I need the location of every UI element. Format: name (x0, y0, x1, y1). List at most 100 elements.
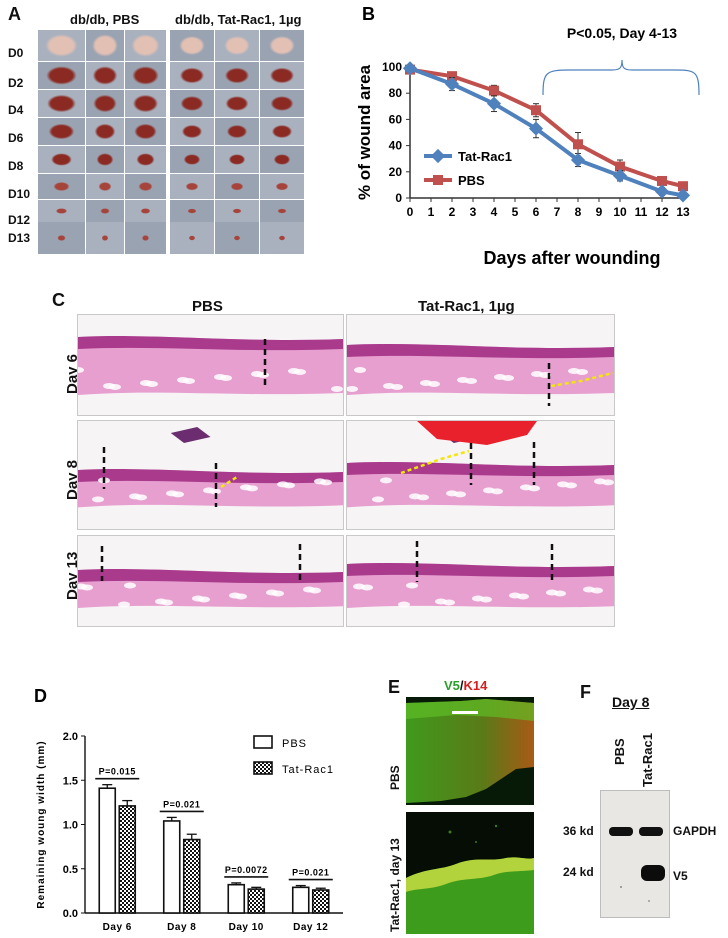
b-x-tick-label: 8 (575, 205, 582, 219)
d-y-tick-label: 0.5 (63, 864, 78, 876)
b-point-tat-rac1 (402, 61, 418, 76)
b-x-tick-label: 10 (613, 205, 627, 219)
blood-clot (417, 421, 537, 445)
fat-cell (353, 583, 365, 590)
panel-e-scale-bar (452, 711, 478, 714)
panel-letter-c: C (52, 290, 65, 310)
wound-photo (260, 222, 304, 254)
b-legend-label: Tat-Rac1 (458, 149, 512, 164)
wound-photo (86, 222, 124, 254)
wound-photo (215, 146, 259, 173)
panel-a-group-tat-rac1: db/db, Tat-Rac1, 1µg (175, 12, 302, 27)
panel-letter-a: A (8, 4, 21, 24)
wound-photo (125, 200, 166, 222)
d-x-tick-label: Day 6 (103, 922, 132, 933)
fat-cell (166, 490, 178, 497)
histology-section (77, 314, 344, 416)
b-x-tick-label: 12 (655, 205, 669, 219)
panel-f-band-gapdh: GAPDH (673, 824, 717, 838)
wound-photo (38, 174, 85, 199)
tissue-epidermis (347, 563, 614, 578)
wound-photo (170, 30, 214, 61)
b-y-tick-label: 40 (389, 139, 403, 153)
scab (170, 427, 211, 443)
fat-cell (398, 601, 410, 608)
fat-cell (214, 374, 226, 380)
tissue-epidermis (78, 569, 343, 584)
fat-cell (203, 487, 215, 494)
fat-cell (557, 481, 569, 488)
fat-cell (568, 368, 580, 374)
tissue-epidermis (78, 336, 343, 351)
b-legend-marker (433, 175, 443, 185)
panel-letter-f: F (580, 682, 591, 702)
fat-cell (483, 487, 495, 494)
panel-f-band-v5: V5 (673, 869, 688, 883)
histology-section (346, 314, 615, 416)
histology-section (77, 535, 344, 627)
fat-cell (420, 380, 432, 386)
b-legend-marker (430, 148, 446, 164)
tissue-epidermis (78, 469, 343, 484)
panel-f-title: Day 8 (612, 694, 650, 710)
panel-d-wound-width-chart: D 0.0 0.5 1.0 1.5 2.0 Remaining woung width (… (34, 686, 343, 933)
histology-section (346, 535, 615, 627)
wound-photo (86, 118, 124, 145)
wound-photo (215, 90, 259, 117)
panel-e-title-v5: V5 (444, 678, 460, 693)
fat-cell (140, 380, 152, 386)
wound-photo (38, 146, 85, 173)
wound-photo (125, 174, 166, 199)
fat-cell (331, 386, 343, 392)
b-x-tick-label: 7 (554, 205, 561, 219)
d-pvalue-label: P=0.0072 (225, 865, 268, 875)
b-significance-bracket (542, 59, 700, 96)
b-x-tick-label: 1 (428, 205, 435, 219)
fat-cell (129, 493, 141, 500)
wound-photo (86, 174, 124, 199)
b-x-axis-label: Days after wounding (483, 248, 660, 268)
b-y-axis-label: % of wound area (355, 64, 374, 200)
d-bar-tat-rac1 (247, 888, 266, 914)
b-y-tick-label: 60 (389, 112, 403, 126)
fat-cell (583, 586, 595, 593)
b-x-tick-label: 5 (512, 205, 519, 219)
b-y-tick-label: 0 (395, 191, 402, 205)
fat-cell (509, 592, 521, 599)
fat-cell (457, 377, 469, 383)
fat-cell (124, 582, 136, 589)
wound-photo (260, 90, 304, 117)
wound-photo (125, 62, 166, 89)
wound-photo (86, 90, 124, 117)
b-y-tick-label: 100 (382, 60, 402, 74)
fat-cell (266, 589, 278, 596)
fat-cell (303, 586, 315, 593)
fat-cell (446, 490, 458, 497)
band-gapdh-pbs (609, 827, 633, 836)
wound-photo (260, 174, 304, 199)
fat-cell (192, 595, 204, 602)
wound-photo (86, 146, 124, 173)
b-point-tat-rac1 (486, 96, 502, 111)
panel-e-pbs-image (406, 697, 534, 805)
wound-photo (215, 222, 259, 254)
histology-section (77, 420, 344, 530)
d-bar-pbs (227, 883, 246, 914)
d-y-tick-label: 1.5 (63, 775, 78, 787)
fat-cell (103, 383, 115, 389)
panel-e-title: V5/K14 (444, 678, 487, 693)
fat-cell (472, 595, 484, 602)
wound-photo (215, 174, 259, 199)
panel-c-col-pbs: PBS (192, 298, 223, 315)
b-point-pbs (531, 105, 541, 116)
d-legend-swatch (253, 761, 273, 775)
b-x-tick-label: 9 (596, 205, 603, 219)
wound-photo (86, 200, 124, 222)
panel-letter-d: D (34, 686, 47, 706)
fat-cell (155, 598, 167, 605)
b-annotation: P<0.05, Day 4-13 (567, 25, 677, 41)
wound-photo (86, 30, 124, 61)
wound-photo (170, 118, 214, 145)
b-point-tat-rac1 (570, 152, 586, 168)
b-point-tat-rac1 (528, 121, 544, 136)
